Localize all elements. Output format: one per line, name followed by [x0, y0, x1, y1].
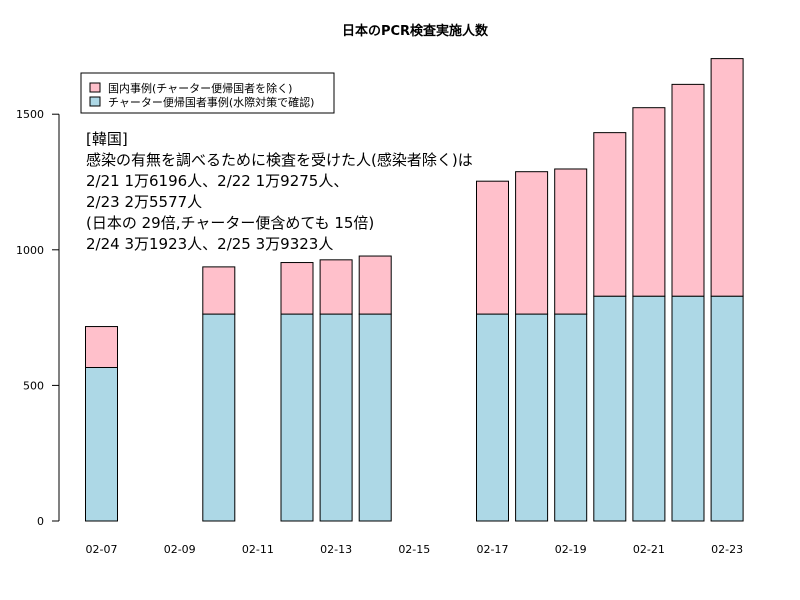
legend-label: チャーター便帰国者事例(水際対策で確認)	[108, 95, 314, 109]
bar-segment-charter	[593, 295, 627, 522]
bar-segment-charter	[554, 313, 588, 522]
bar-segment-charter	[358, 313, 392, 522]
bar-segment-domestic	[476, 180, 509, 315]
bar-segment-domestic	[319, 259, 353, 315]
y-tick-label: 500	[23, 379, 44, 392]
bar-segment-charter	[202, 313, 236, 522]
bar-segment-domestic	[358, 255, 392, 315]
bar-segment-domestic	[554, 168, 588, 315]
x-tick-label: 02-15	[398, 543, 430, 556]
bar-segment-domestic	[593, 132, 627, 297]
legend: 国内事例(チャーター便帰国者を除く)チャーター便帰国者事例(水際対策で確認)	[80, 72, 335, 114]
bar-segment-domestic	[671, 83, 705, 297]
annotation-line: 感染の有無を調べるために検査を受けた人(感染者除く)は	[86, 151, 473, 169]
x-tick-label: 02-09	[164, 543, 196, 556]
bar-segment-charter	[280, 313, 314, 522]
x-tick-label: 02-11	[242, 543, 274, 556]
legend-swatch	[89, 96, 101, 107]
annotation-line: (日本の 29倍,チャーター便含めても 15倍)	[86, 214, 374, 232]
legend-box	[80, 72, 335, 114]
bar-segment-domestic	[632, 107, 666, 297]
chart-title: 日本のPCR検査実施人数	[342, 23, 489, 39]
y-tick-label: 1500	[16, 108, 44, 121]
annotation-line: 2/23 2万5577人	[86, 193, 202, 211]
legend-label: 国内事例(チャーター便帰国者を除く)	[108, 81, 292, 95]
bar-segment-charter	[319, 313, 353, 522]
bar-segment-charter	[85, 367, 118, 522]
bar-segment-domestic	[515, 171, 549, 315]
legend-swatch	[89, 82, 101, 93]
bar-segment-charter	[632, 295, 666, 522]
x-tick-label: 02-23	[711, 543, 743, 556]
bar-segment-domestic	[710, 58, 744, 297]
x-tick-label: 02-17	[477, 543, 509, 556]
annotation: [韓国] 感染の有無を調べるために検査を受けた人(感染者除く)は 2/21 1万61…	[86, 130, 473, 253]
annotation-line: 2/21 1万6196人、2/22 1万9275人、	[86, 172, 348, 190]
bar-segment-charter	[710, 295, 744, 522]
annotation-line: [韓国]	[86, 130, 128, 148]
y-tick-label: 1000	[16, 244, 44, 257]
bar-segment-domestic	[280, 262, 314, 315]
x-axis: 02-07 02-09 02-11 02-13 02-15 02-17 02-19 02-21…	[86, 543, 744, 556]
bar-segment-domestic	[85, 326, 118, 369]
y-tick-label: 0	[37, 515, 44, 528]
annotation-line: 2/24 3万1923人、2/25 3万9323人	[86, 235, 333, 253]
bar-segment-charter	[671, 295, 705, 522]
x-tick-label: 02-07	[86, 543, 118, 556]
x-tick-label: 02-19	[555, 543, 587, 556]
x-tick-label: 02-21	[633, 543, 665, 556]
y-axis: 0 500 1000 1500	[16, 108, 60, 528]
x-tick-label: 02-13	[320, 543, 352, 556]
bars	[85, 58, 744, 522]
bar-segment-charter	[476, 313, 509, 522]
bar-segment-charter	[515, 313, 549, 522]
bar-segment-domestic	[202, 266, 236, 315]
